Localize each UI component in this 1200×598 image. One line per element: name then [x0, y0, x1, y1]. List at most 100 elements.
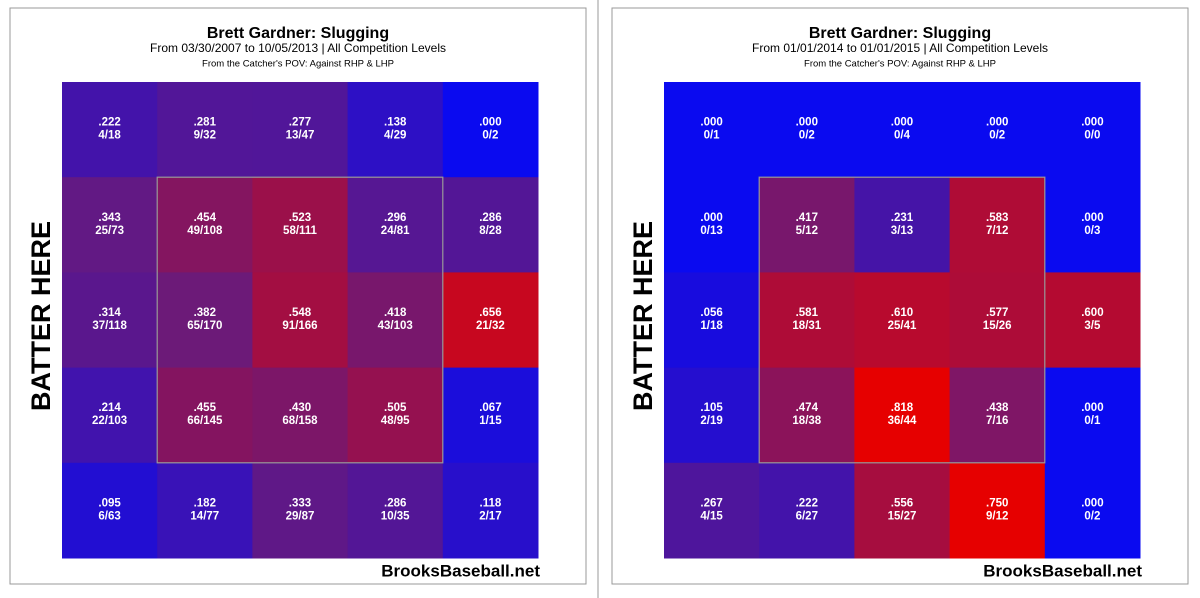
cell-count: 15/26 [983, 320, 1012, 332]
cell-value-label: .505 [384, 402, 407, 414]
cell-value-label: .750 [986, 497, 1008, 509]
heat-cell [347, 462, 444, 559]
heat-cell [252, 462, 349, 559]
cell-value-label: .296 [384, 212, 406, 224]
heat-cell [949, 462, 1046, 559]
strike-zone [156, 176, 444, 464]
cell-value-label: .286 [384, 497, 406, 509]
heat-cell [759, 272, 855, 369]
chart-subtitle: From 01/01/2014 to 01/01/2015 | All Comp… [752, 41, 1048, 55]
cell-value-label: .067 [479, 402, 501, 414]
cell-count: 43/103 [378, 320, 413, 332]
cell-value-label: .382 [194, 307, 216, 319]
cell-count: 0/3 [1084, 225, 1100, 237]
cell-value-label: .000 [796, 117, 818, 129]
heat-cell [157, 177, 253, 273]
cell-count: 13/47 [286, 130, 315, 142]
heat-cell [442, 177, 539, 273]
heat-cell [1044, 272, 1141, 369]
cell-count: 22/103 [92, 415, 127, 427]
cell-count: 15/27 [888, 510, 917, 522]
heat-cell [759, 367, 855, 464]
watermark: BrooksBaseball.net [983, 561, 1142, 580]
cell-value-label: .222 [98, 117, 120, 129]
cell-count: 66/145 [187, 415, 223, 427]
heat-cell [62, 82, 158, 178]
heat-cell [854, 367, 951, 464]
cell-value-label: .000 [1081, 212, 1103, 224]
chart-title: Brett Gardner: Slugging [207, 25, 389, 42]
heat-cell [854, 462, 951, 559]
heat-cell [442, 367, 539, 464]
cell-value-label: .523 [289, 212, 311, 224]
heat-cell [442, 82, 539, 178]
cell-value-label: .267 [700, 497, 722, 509]
cell-value-label: .000 [1081, 117, 1103, 129]
heat-cell [252, 82, 349, 178]
watermark: BrooksBaseball.net [381, 561, 540, 580]
heat-cell [664, 272, 760, 369]
cell-count: 4/18 [98, 130, 121, 142]
cell-value-label: .577 [986, 307, 1008, 319]
cell-value-label: .281 [194, 117, 217, 129]
cell-value-label: .656 [479, 307, 501, 319]
cell-value-label: .583 [986, 212, 1008, 224]
cell-value-label: .000 [479, 117, 501, 129]
heat-cell [347, 82, 444, 178]
cell-count: 58/111 [283, 225, 318, 237]
heat-cell [949, 177, 1046, 273]
cell-count: 0/1 [704, 130, 721, 142]
cell-value-label: .214 [98, 402, 121, 414]
cell-count: 48/95 [381, 415, 410, 427]
cell-count: 1/18 [700, 320, 723, 332]
heat-cell [62, 272, 158, 369]
heat-cell [62, 177, 158, 273]
heat-cell [664, 367, 760, 464]
cell-count: 29/87 [286, 510, 315, 522]
heat-cell [854, 272, 951, 369]
cell-value-label: .000 [986, 117, 1008, 129]
heat-cell [252, 367, 349, 464]
cell-value-label: .455 [194, 402, 217, 414]
cell-count: 2/17 [479, 510, 501, 522]
heat-cell [1044, 367, 1141, 464]
chart-note: From the Catcher's POV: Against RHP & LH… [804, 59, 996, 70]
heat-cell [664, 177, 760, 273]
cell-count: 0/0 [1084, 130, 1100, 142]
cell-count: 24/81 [381, 225, 410, 237]
cell-value-label: .105 [700, 402, 723, 414]
heat-cell [252, 177, 349, 273]
cell-count: 0/2 [482, 130, 498, 142]
cell-count: 5/12 [796, 225, 818, 237]
cell-value-label: .818 [891, 402, 914, 414]
cell-count: 37/118 [92, 320, 127, 332]
cell-value-label: .138 [384, 117, 407, 129]
cell-count: 6/27 [796, 510, 818, 522]
cell-count: 18/38 [792, 415, 821, 427]
cell-value-label: .314 [98, 307, 121, 319]
cell-count: 25/41 [888, 320, 917, 332]
cell-value-label: .438 [986, 402, 1009, 414]
heat-cell [759, 462, 855, 559]
heat-cell [252, 272, 349, 369]
chart-note: From the Catcher's POV: Against RHP & LH… [202, 59, 394, 70]
cell-value-label: .610 [891, 307, 913, 319]
cell-count: 3/13 [891, 225, 913, 237]
cell-value-label: .182 [194, 497, 216, 509]
cell-value-label: .118 [480, 497, 502, 509]
heat-cell [949, 82, 1046, 178]
heat-cell [442, 272, 539, 369]
cell-count: 18/31 [792, 320, 821, 332]
cell-value-label: .418 [384, 307, 407, 319]
cell-value-label: .222 [796, 497, 818, 509]
cell-count: 68/158 [282, 415, 318, 427]
cell-value-label: .556 [891, 497, 913, 509]
cell-value-label: .600 [1081, 307, 1103, 319]
cell-value-label: .286 [479, 212, 501, 224]
heat-cell [949, 367, 1046, 464]
cell-value-label: .095 [98, 497, 121, 509]
cell-count: 91/166 [282, 320, 317, 332]
heat-cell [949, 272, 1046, 369]
